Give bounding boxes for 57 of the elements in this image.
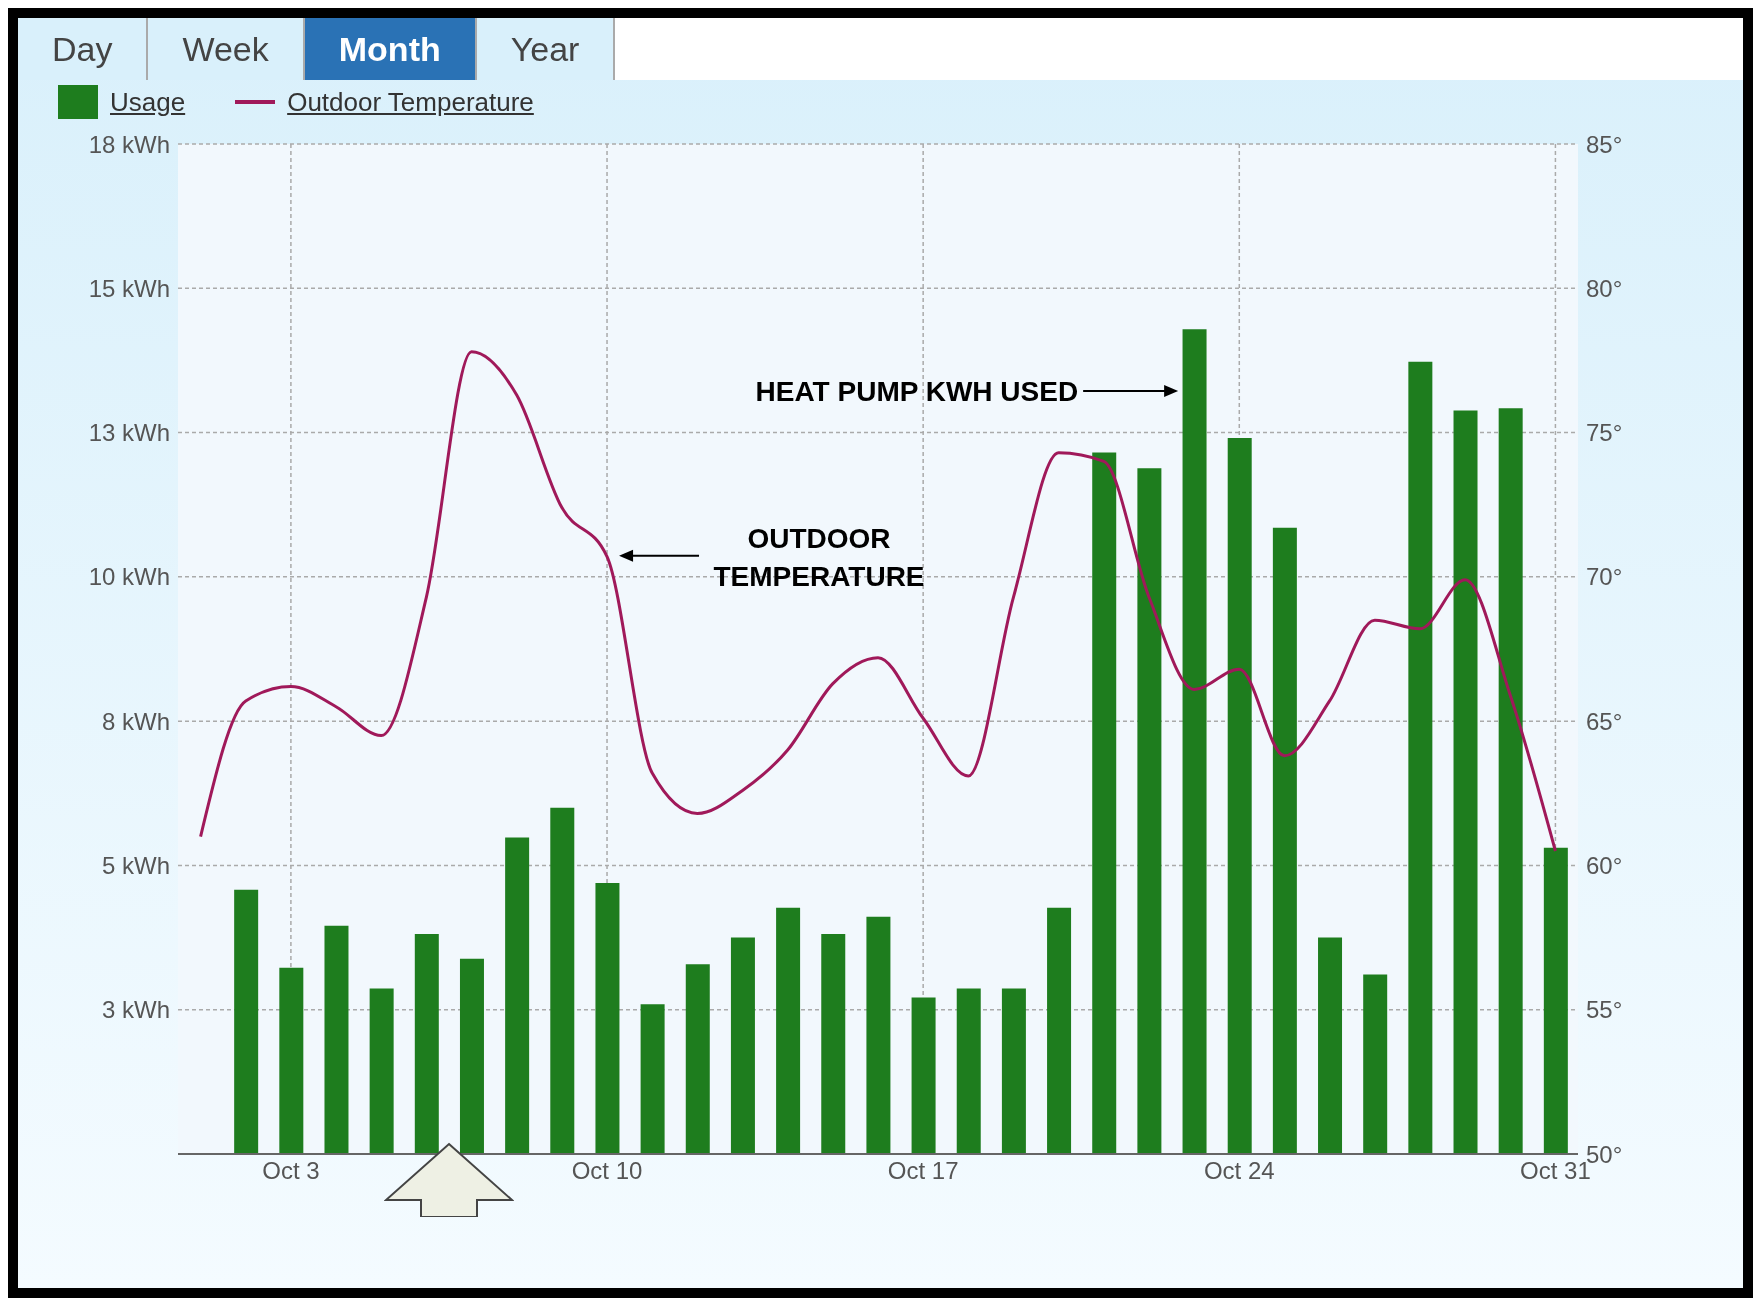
y2-tick-label: 65° xyxy=(1586,707,1623,735)
bar xyxy=(821,934,846,1154)
bar xyxy=(1453,410,1478,1154)
x-tick-label: Oct 3 xyxy=(262,1157,320,1185)
bar xyxy=(776,907,801,1154)
bar xyxy=(234,889,259,1154)
y2-tick-label: 70° xyxy=(1586,563,1623,591)
y2-tick-label: 80° xyxy=(1586,274,1623,302)
x-tick-label: Oct 10 xyxy=(571,1157,643,1185)
bar xyxy=(1408,361,1433,1154)
bar xyxy=(1543,847,1568,1154)
y-tick-label: 13 kWh xyxy=(88,419,170,447)
bar xyxy=(1272,527,1297,1154)
bar xyxy=(1227,438,1252,1154)
bar xyxy=(550,807,575,1154)
y-tick-label: 18 kWh xyxy=(88,130,170,158)
legend-label: Usage xyxy=(110,86,186,118)
bar xyxy=(279,967,304,1154)
bar xyxy=(866,916,891,1154)
x-tick-label: Oct 24 xyxy=(1203,1157,1275,1185)
annotation: HEAT PUMP KWH USED xyxy=(755,375,1079,407)
bar xyxy=(459,958,484,1154)
text: Month xyxy=(304,18,477,80)
annotation: OUTDOOR TEMPERATURE xyxy=(713,522,925,592)
bar xyxy=(685,964,710,1154)
y2-tick-label: 55° xyxy=(1586,996,1623,1024)
legend-label: Outdoor Temperature xyxy=(287,86,534,118)
y-tick-label: 3 kWh xyxy=(101,996,170,1024)
y2-tick-label: 60° xyxy=(1586,851,1623,879)
text: Year xyxy=(476,18,616,80)
bar xyxy=(1363,974,1388,1154)
bar xyxy=(1182,329,1207,1154)
text: Day xyxy=(18,18,149,80)
bar xyxy=(324,925,349,1154)
bar xyxy=(1137,468,1162,1154)
bar xyxy=(640,1004,665,1154)
x-tick-label: Oct 17 xyxy=(887,1157,959,1185)
bar xyxy=(1498,408,1523,1154)
bar xyxy=(911,997,936,1154)
y2-tick-label: 85° xyxy=(1586,130,1623,158)
line-series xyxy=(199,350,1557,853)
bar xyxy=(369,988,394,1154)
bar xyxy=(956,988,981,1154)
bar xyxy=(1001,988,1026,1154)
bar xyxy=(1047,907,1072,1154)
y-tick-label: 8 kWh xyxy=(101,707,170,735)
y-tick-label: 15 kWh xyxy=(88,274,170,302)
bar xyxy=(505,837,530,1154)
bar xyxy=(1092,452,1117,1154)
y-tick-label: 5 kWh xyxy=(101,851,170,879)
y2-tick-label: 75° xyxy=(1586,419,1623,447)
bar xyxy=(595,882,620,1154)
bar xyxy=(414,934,439,1154)
text: Week xyxy=(148,18,305,80)
y-tick-label: 10 kWh xyxy=(88,563,170,591)
bar xyxy=(730,937,755,1154)
bar xyxy=(1318,937,1343,1154)
